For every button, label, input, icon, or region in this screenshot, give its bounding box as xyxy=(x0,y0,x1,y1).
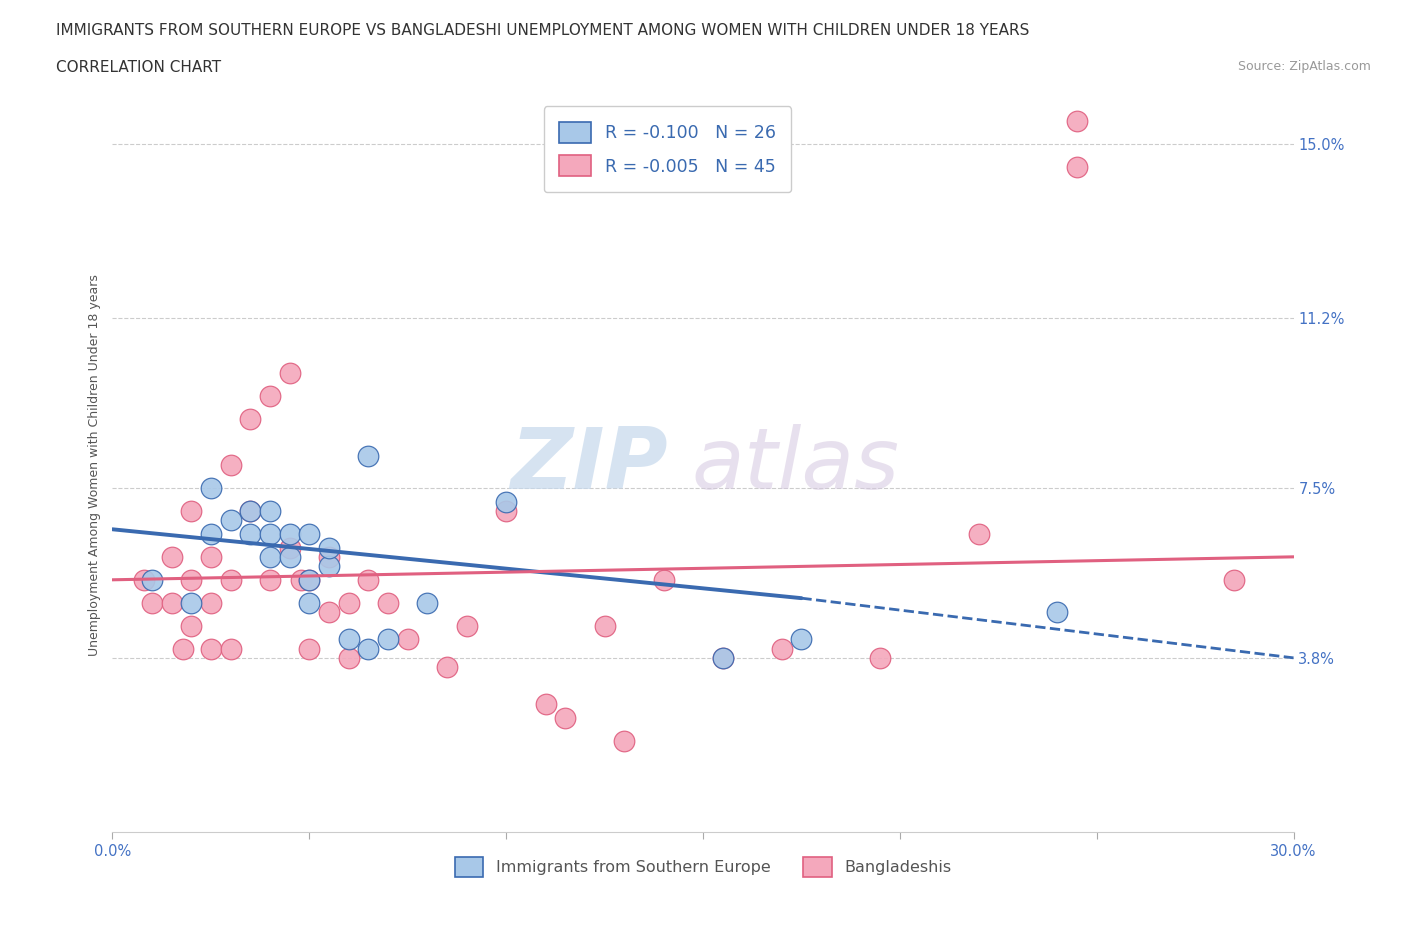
Point xyxy=(967,526,990,541)
Point xyxy=(259,526,281,541)
Point xyxy=(160,595,183,610)
Point xyxy=(396,632,419,647)
Point xyxy=(200,526,222,541)
Point xyxy=(337,650,360,665)
Point xyxy=(1046,604,1069,619)
Point xyxy=(259,550,281,565)
Point xyxy=(200,481,222,496)
Point xyxy=(278,540,301,555)
Point xyxy=(259,572,281,587)
Point xyxy=(337,632,360,647)
Point xyxy=(495,495,517,510)
Text: Source: ZipAtlas.com: Source: ZipAtlas.com xyxy=(1237,60,1371,73)
Point xyxy=(141,572,163,587)
Point xyxy=(770,642,793,657)
Text: ZIP: ZIP xyxy=(510,423,668,507)
Point xyxy=(869,650,891,665)
Point xyxy=(357,572,380,587)
Point xyxy=(278,365,301,380)
Point xyxy=(337,595,360,610)
Point xyxy=(790,632,813,647)
Point xyxy=(180,572,202,587)
Point xyxy=(318,540,340,555)
Point xyxy=(593,618,616,633)
Point xyxy=(278,550,301,565)
Point xyxy=(219,572,242,587)
Point xyxy=(1066,113,1088,128)
Point xyxy=(219,642,242,657)
Point xyxy=(298,595,321,610)
Point xyxy=(200,642,222,657)
Point xyxy=(416,595,439,610)
Y-axis label: Unemployment Among Women with Children Under 18 years: Unemployment Among Women with Children U… xyxy=(89,274,101,656)
Point xyxy=(219,458,242,472)
Legend: Immigrants from Southern Europe, Bangladeshis: Immigrants from Southern Europe, Banglad… xyxy=(449,851,957,884)
Point xyxy=(259,503,281,518)
Point xyxy=(711,650,734,665)
Point xyxy=(298,526,321,541)
Point xyxy=(613,733,636,748)
Point xyxy=(172,642,194,657)
Point xyxy=(318,550,340,565)
Point xyxy=(1066,159,1088,174)
Point xyxy=(180,618,202,633)
Point xyxy=(180,595,202,610)
Point xyxy=(180,503,202,518)
Point xyxy=(298,572,321,587)
Point xyxy=(290,572,312,587)
Point xyxy=(239,503,262,518)
Point xyxy=(456,618,478,633)
Point xyxy=(239,503,262,518)
Point xyxy=(495,503,517,518)
Point xyxy=(200,550,222,565)
Point xyxy=(436,659,458,674)
Point xyxy=(357,642,380,657)
Point xyxy=(357,448,380,463)
Point xyxy=(132,572,155,587)
Point xyxy=(298,572,321,587)
Text: IMMIGRANTS FROM SOUTHERN EUROPE VS BANGLADESHI UNEMPLOYMENT AMONG WOMEN WITH CHI: IMMIGRANTS FROM SOUTHERN EUROPE VS BANGL… xyxy=(56,23,1029,38)
Point xyxy=(534,697,557,711)
Point xyxy=(160,550,183,565)
Point xyxy=(711,650,734,665)
Point xyxy=(278,526,301,541)
Point xyxy=(141,595,163,610)
Point xyxy=(239,526,262,541)
Point xyxy=(239,412,262,427)
Point xyxy=(554,711,576,725)
Point xyxy=(652,572,675,587)
Text: CORRELATION CHART: CORRELATION CHART xyxy=(56,60,221,75)
Text: atlas: atlas xyxy=(692,423,900,507)
Point xyxy=(200,595,222,610)
Point xyxy=(377,632,399,647)
Point xyxy=(318,559,340,574)
Point xyxy=(1223,572,1246,587)
Point xyxy=(377,595,399,610)
Point xyxy=(298,642,321,657)
Point xyxy=(259,389,281,404)
Point xyxy=(219,512,242,527)
Point xyxy=(318,604,340,619)
